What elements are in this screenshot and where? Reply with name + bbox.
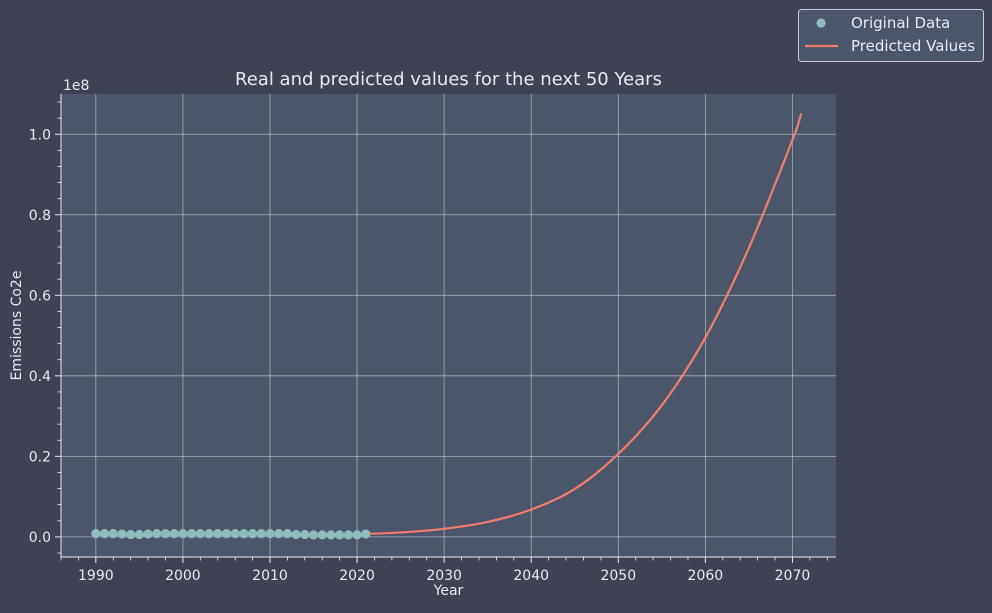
y-tick-label: 0.4 [29,369,51,385]
legend-label-predicted-values: Predicted Values [851,37,975,55]
legend-marker-original-data [816,18,826,28]
original-data-point [152,529,162,539]
legend: Original Data Predicted Values [798,9,984,62]
original-data-point [256,529,266,539]
original-data-point [291,529,301,540]
original-data-point [265,529,275,539]
y-tick-label: 0.6 [29,288,51,304]
x-tick-label: 2020 [339,568,375,584]
original-data-point [308,530,319,540]
y-tick-label: 1.0 [29,127,51,143]
original-data-point [204,529,214,539]
y-tick-label: 0.0 [29,530,51,546]
original-data-point [230,529,240,539]
original-data-point [178,529,188,539]
y-axis-label: Emissions Co2e [9,271,25,381]
original-data-point [239,529,249,539]
original-data-point [343,530,353,540]
original-data-point [117,529,127,539]
original-data-point [247,529,258,539]
original-data-point [352,530,362,540]
x-tick-label: 1990 [78,568,114,584]
original-data-point [187,529,197,539]
original-data-point [282,529,293,539]
x-tick-label: 2070 [775,568,811,584]
original-data-point [134,529,144,540]
x-tick-label: 2060 [688,568,724,584]
legend-label-original-data: Original Data [851,14,950,32]
y-tick-label: 0.2 [29,449,51,465]
original-data-point [213,529,223,539]
original-data-point [108,529,118,539]
original-data-point [99,529,110,539]
plot-area [61,94,836,557]
original-data-point [221,529,232,539]
original-data-point [160,529,171,539]
y-tick-label: 0.8 [29,208,51,224]
original-data-point [169,529,179,539]
x-tick-label: 2010 [252,568,288,584]
grid [61,94,836,557]
x-tick-label: 2040 [513,568,549,584]
legend-box [798,9,984,62]
original-data-point [335,530,345,540]
x-tick-label: 2000 [165,568,201,584]
original-data-point [361,529,371,539]
chart-title: Real and predicted values for the next 5… [235,69,662,90]
original-data-point [126,529,136,540]
original-data-point [326,530,336,540]
original-data-point [300,529,310,540]
x-tick-label: 2050 [600,568,636,584]
original-data-point [195,529,205,539]
series [91,112,803,540]
original-data-point [143,529,153,539]
x-tick-label: 2030 [426,568,462,584]
axes: 1990 2000 2010 2020 2030 2040 2050 2060 2070 0.0 0… [29,94,836,584]
y-axis-offset-text: 1e8 [63,78,89,94]
original-data-point [317,530,327,540]
original-data-point [274,529,284,539]
original-data-point [91,529,101,539]
x-axis-label: Year [433,583,464,599]
